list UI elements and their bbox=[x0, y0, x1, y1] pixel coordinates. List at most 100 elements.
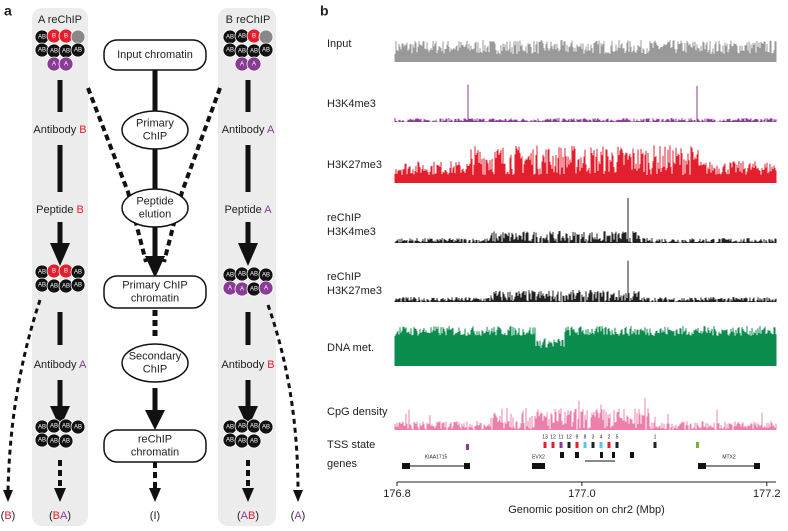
bead bbox=[58, 433, 74, 449]
gene-exon bbox=[402, 463, 410, 469]
gene-exon bbox=[600, 452, 603, 458]
label-part: Peptide bbox=[36, 204, 76, 216]
tss-mark bbox=[607, 442, 611, 448]
signal-track bbox=[394, 397, 777, 430]
gene-exon bbox=[464, 463, 470, 469]
outcome-label: (I) bbox=[150, 510, 160, 522]
bead-label: A bbox=[228, 286, 232, 292]
node-label: chromatin bbox=[131, 446, 179, 458]
tss-mark bbox=[591, 442, 595, 448]
bead bbox=[258, 42, 274, 58]
label-part: ) bbox=[12, 510, 16, 522]
tss-state: 1 bbox=[654, 434, 657, 440]
bead-label: AB bbox=[38, 438, 46, 444]
bead-label: B bbox=[64, 34, 68, 40]
step-label: Antibody B bbox=[221, 359, 274, 371]
label-part: B bbox=[53, 510, 60, 522]
gene-exon bbox=[698, 463, 706, 469]
tss-mark bbox=[551, 442, 555, 448]
track-label: H3K27me3 bbox=[327, 285, 382, 297]
bead bbox=[246, 56, 262, 72]
bead-label: A bbox=[264, 286, 268, 292]
label-part: A bbox=[294, 510, 302, 522]
outcome-label: (A) bbox=[291, 510, 306, 522]
outcome-label: (AB) bbox=[237, 510, 259, 522]
tss-mark bbox=[653, 442, 657, 448]
track-label: CpG density bbox=[327, 406, 388, 418]
label-part: A bbox=[79, 359, 87, 371]
bead-label: B bbox=[52, 269, 56, 275]
step-label: Antibody B bbox=[33, 124, 86, 136]
tss-mark bbox=[599, 442, 603, 448]
signal-track bbox=[394, 198, 777, 243]
panel-label: b bbox=[320, 3, 329, 19]
tss-state: 11 bbox=[558, 434, 563, 440]
bead-label: B bbox=[52, 34, 56, 40]
tss-mark bbox=[615, 442, 619, 448]
label-part: Antibody bbox=[34, 359, 79, 371]
bead-label: AB bbox=[238, 49, 246, 55]
label-part: Antibody bbox=[221, 359, 267, 371]
label-part: A bbox=[264, 204, 272, 216]
node-label: elution bbox=[139, 208, 171, 220]
gene-name: MTX2 bbox=[722, 454, 736, 460]
bead-label: AB bbox=[50, 439, 58, 445]
tss-state: 13 bbox=[542, 434, 548, 440]
label-part: ) bbox=[255, 510, 259, 522]
bead-label: AB bbox=[74, 425, 82, 431]
bead-label: AB bbox=[38, 270, 46, 276]
node-label: ChIP bbox=[143, 363, 167, 375]
label-part: ( bbox=[49, 510, 53, 522]
bead-label: AB bbox=[50, 284, 58, 290]
tss-state: 12 bbox=[566, 434, 572, 440]
label-part: B bbox=[267, 359, 274, 371]
label-part: ) bbox=[67, 510, 71, 522]
bead-label: AB bbox=[238, 439, 246, 445]
bead bbox=[58, 56, 74, 72]
bead-label: AB bbox=[250, 287, 258, 293]
track-label: H3K27me3 bbox=[327, 159, 382, 171]
gene-name: KIAA1715 bbox=[425, 454, 448, 460]
track-label: reChIP bbox=[327, 271, 361, 283]
label-part: ( bbox=[237, 510, 241, 522]
arrowheads bbox=[3, 243, 303, 502]
bead bbox=[246, 433, 262, 449]
label-part: A bbox=[60, 510, 68, 522]
bead-label: AB bbox=[250, 272, 258, 278]
label-part: B bbox=[248, 510, 255, 522]
bead-label: AB bbox=[250, 424, 258, 430]
signal-track bbox=[394, 145, 777, 183]
bead-label: AB bbox=[250, 439, 258, 445]
bead bbox=[258, 280, 274, 296]
tss-mark bbox=[543, 442, 547, 448]
node-shapes bbox=[103, 39, 207, 463]
tss-mark bbox=[575, 442, 579, 448]
bead-label: AB bbox=[238, 272, 246, 278]
panel-label: a bbox=[4, 3, 12, 19]
signal-track bbox=[394, 40, 777, 62]
bead-label: AB bbox=[50, 49, 58, 55]
bead bbox=[258, 29, 274, 45]
node-label: Input chromatin bbox=[117, 49, 193, 61]
gene-exon bbox=[532, 463, 540, 469]
label-part: B bbox=[4, 510, 11, 522]
bead-label: A bbox=[252, 62, 256, 68]
signal-track bbox=[394, 260, 777, 302]
gene-exon bbox=[560, 452, 564, 458]
gene-exon bbox=[754, 463, 760, 469]
signal-track bbox=[394, 326, 777, 366]
gene-exon bbox=[575, 452, 579, 458]
column-title: B reChIP bbox=[226, 14, 271, 26]
step-label: Antibody A bbox=[222, 124, 275, 136]
tss-state: 5 bbox=[616, 434, 619, 440]
bead-label: AB bbox=[74, 48, 82, 54]
gene-exon bbox=[612, 452, 615, 458]
bead-label: AB bbox=[238, 34, 246, 40]
tss-mark bbox=[696, 442, 699, 448]
bead-label: AB bbox=[50, 424, 58, 430]
bead-label: AB bbox=[262, 273, 270, 279]
panel-a-layout bbox=[3, 8, 303, 526]
step-label: Peptide A bbox=[224, 204, 272, 216]
bead-label: AB bbox=[226, 438, 234, 444]
node-label: Secondary bbox=[129, 350, 182, 362]
